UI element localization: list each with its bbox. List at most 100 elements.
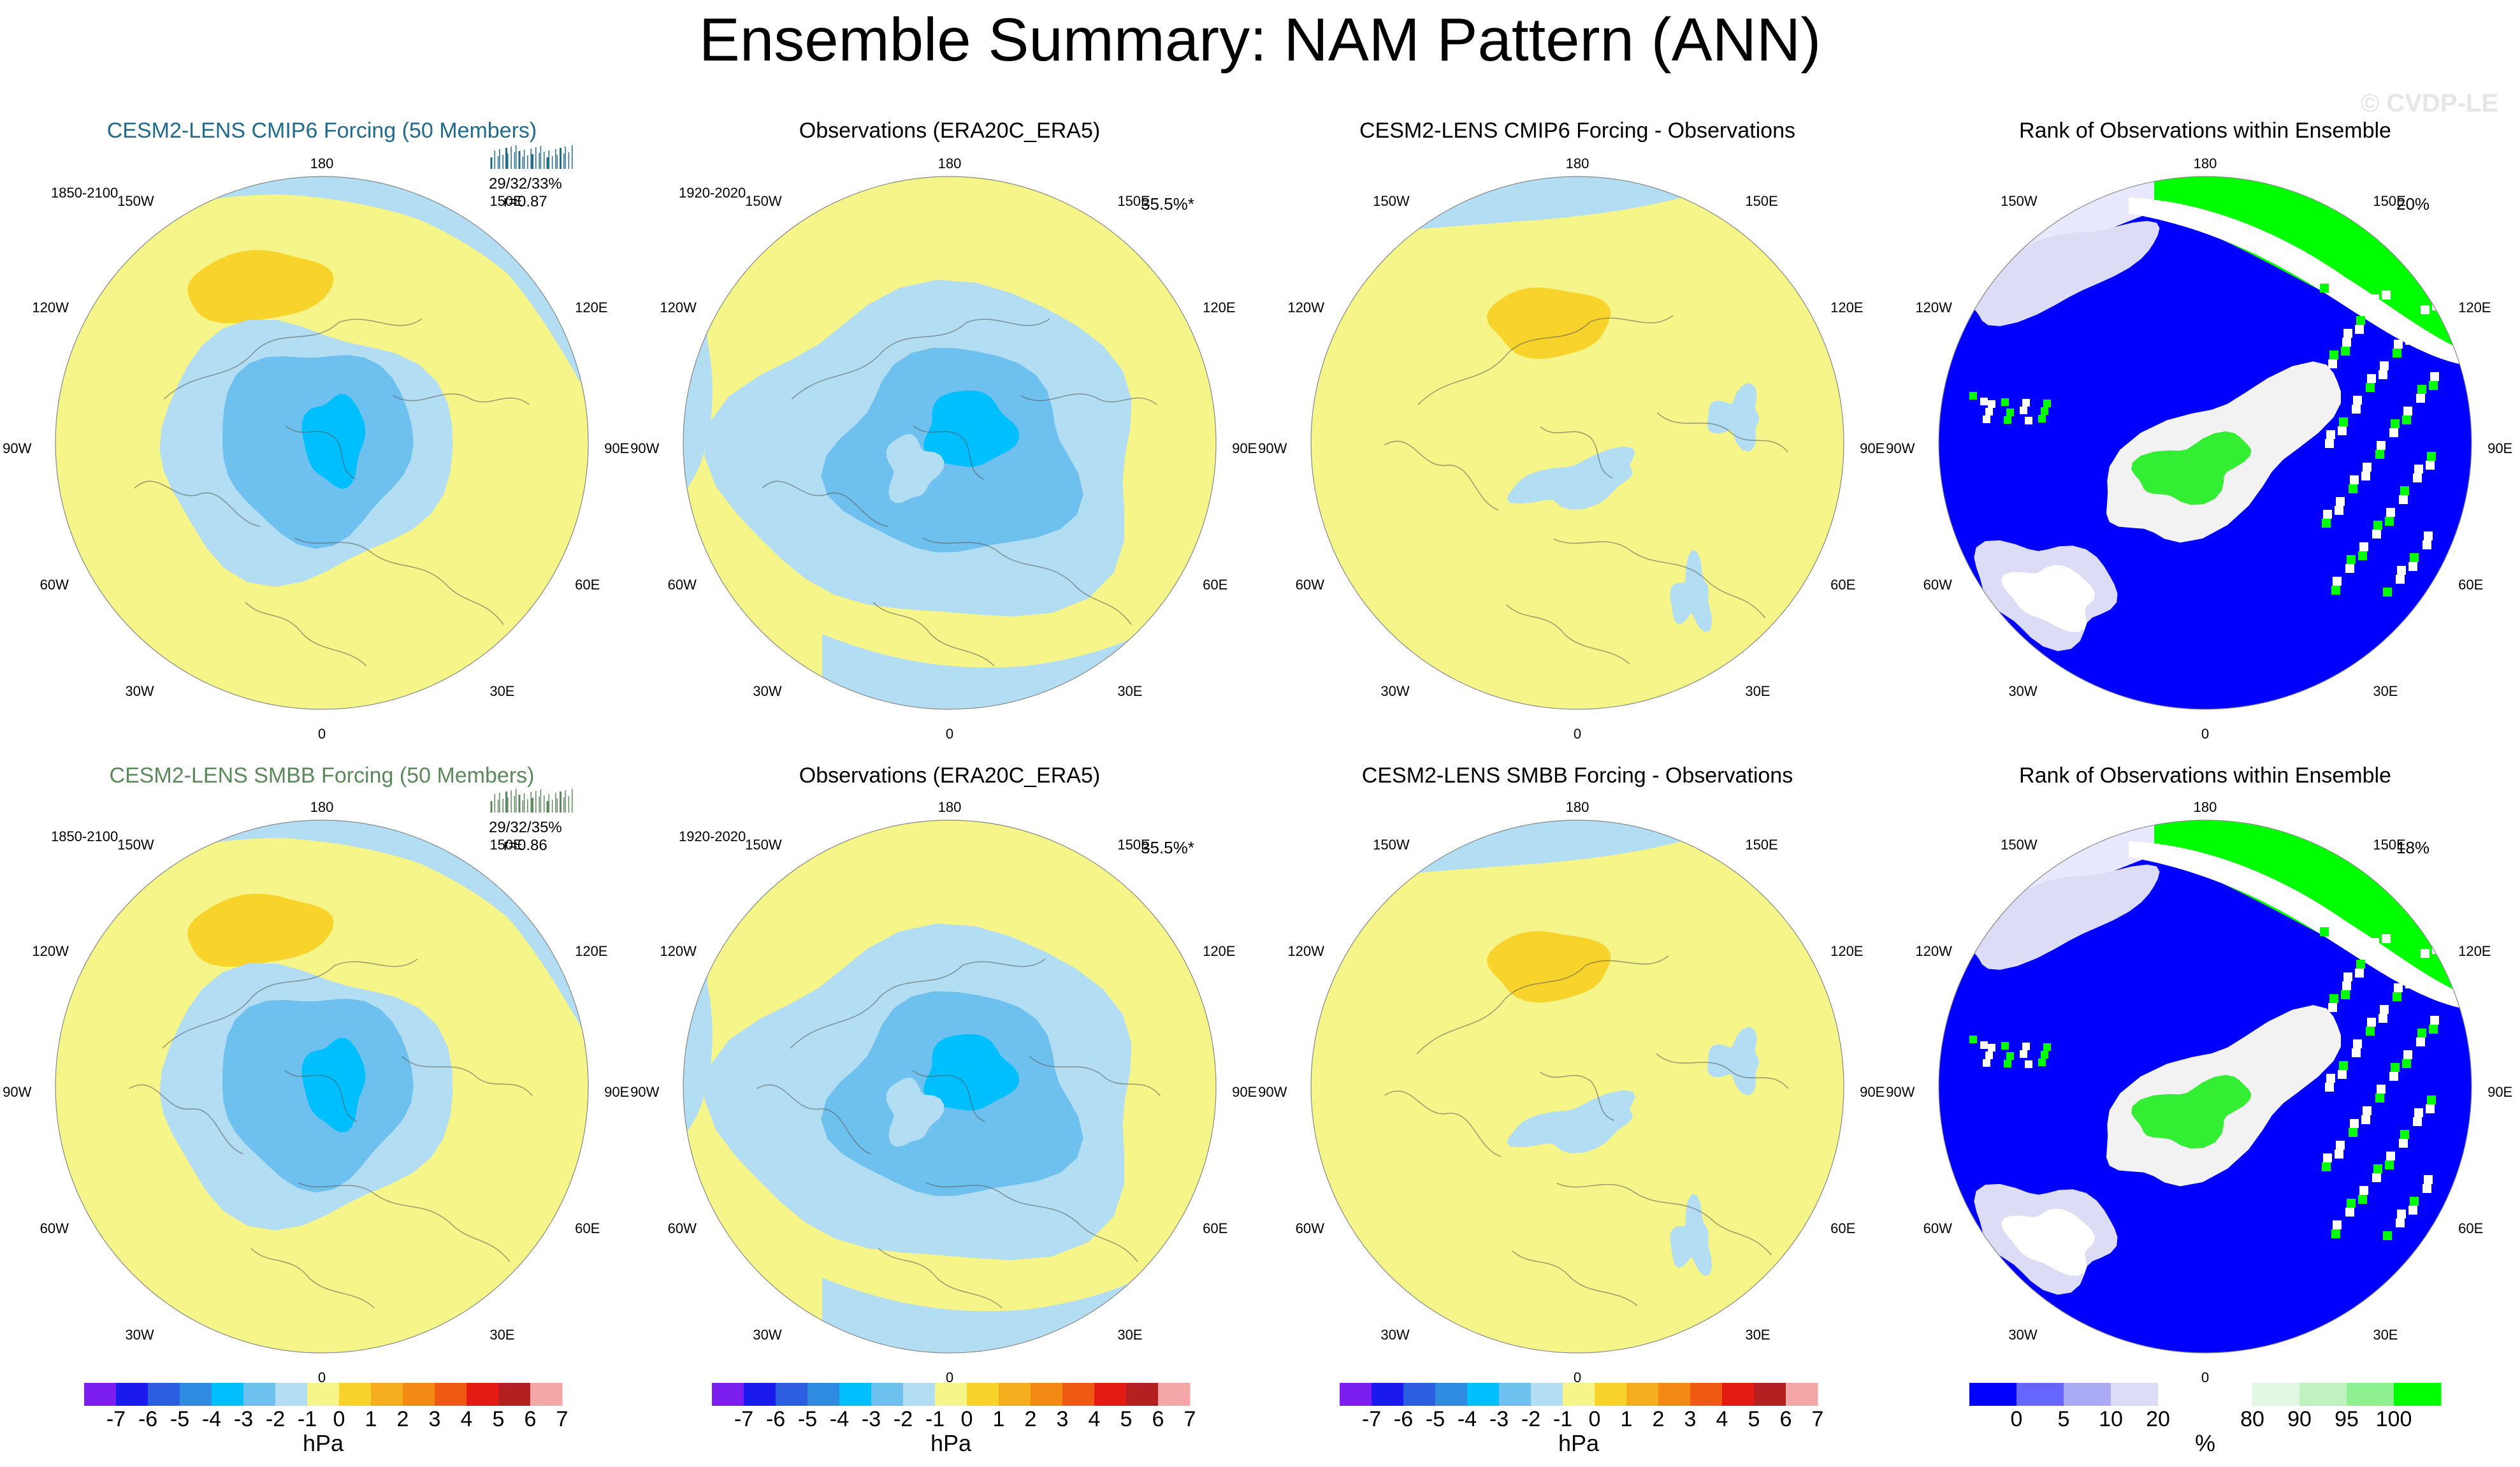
coastline [163, 318, 423, 400]
rank-map [1938, 176, 2472, 710]
colorbar-swatch [467, 1383, 499, 1406]
pattern-stats: 29/32/33% [489, 175, 562, 192]
rank-field-high [2131, 1074, 2252, 1149]
rank-cell [2341, 347, 2350, 356]
rank-cell [2421, 305, 2429, 314]
colorbar-swatch [339, 1383, 372, 1406]
compass-label: 120W [1915, 943, 1952, 959]
colorbar-tick: 10 [2099, 1407, 2123, 1431]
rank-cell [2322, 1162, 2331, 1171]
colorbar-tick: -5 [1425, 1407, 1445, 1431]
rank-cell [2335, 1150, 2343, 1159]
compass-label: 30W [753, 1326, 782, 1343]
coastline [756, 1084, 871, 1155]
rank-cell [2379, 370, 2387, 379]
rank-cell [2328, 1003, 2337, 1012]
rank-cell [2385, 517, 2394, 526]
compass-label: 60E [1203, 1220, 1228, 1236]
compass-label: 150W [2001, 192, 2038, 209]
panel-title: Rank of Observations within Ensemble [2019, 763, 2391, 788]
compass-label: 30W [2008, 1326, 2038, 1343]
colorbar-tick: -3 [1489, 1407, 1509, 1431]
coastline [294, 537, 504, 625]
rank-cell [2043, 1043, 2051, 1051]
colorbar-tick: 0 [333, 1407, 345, 1431]
compass-label: 0 [945, 725, 954, 742]
slp-field-pos2 [1486, 287, 1611, 359]
colorbar-units: hPa [302, 1430, 344, 1456]
map-border [55, 176, 589, 710]
slp-field-neg1 [1670, 550, 1713, 633]
rank-cell [2370, 294, 2379, 303]
colorbar-swatch [1403, 1383, 1436, 1406]
rank-cell [2366, 1027, 2375, 1036]
colorbar-tick: 7 [1184, 1407, 1196, 1431]
colorbar-tick: 0 [2010, 1407, 2023, 1431]
compass-label: 90E [604, 1084, 630, 1101]
compass-label: 60E [575, 1220, 600, 1236]
colorbar-tick: 2 [1652, 1407, 1665, 1431]
rank-cell [2347, 555, 2356, 564]
rank-cell [2328, 359, 2337, 368]
colorbar-swatch [2252, 1383, 2300, 1406]
colorbar-tick: 1 [365, 1407, 377, 1431]
rank-cell [2383, 588, 2392, 596]
rank-cell [2333, 577, 2342, 586]
rank-cell [2329, 994, 2338, 1003]
compass-label: 120E [1203, 943, 1236, 959]
rank-cell [2416, 1037, 2425, 1046]
compass-label: 90E [2487, 1084, 2513, 1101]
colorbar-tick: 5 [492, 1407, 505, 1431]
colorbar-swatch [1094, 1383, 1127, 1406]
rank-cell [2336, 1141, 2345, 1150]
rank-cell [2385, 1160, 2394, 1169]
coastline [1553, 538, 1766, 619]
compass-label: 60W [40, 576, 69, 593]
compass-label: 120E [1830, 299, 1864, 315]
compass-label: 120E [575, 943, 608, 959]
compass-label: 150W [745, 192, 782, 209]
panel-title: CESM2-LENS CMIP6 Forcing - Observations [1359, 119, 1795, 143]
compass-label: 60E [2458, 1220, 2484, 1236]
compass-label: 150E [1117, 192, 1150, 209]
colorbar-tick: 4 [1716, 1407, 1728, 1431]
compass-label: 120W [660, 299, 697, 315]
colorbar-swatch [1372, 1383, 1404, 1406]
rank-field-mid [1968, 220, 2160, 326]
rank-cell [2356, 316, 2365, 325]
rank-cell [2329, 350, 2338, 359]
compass-label: 90E [1860, 440, 1885, 457]
colorbar-swatch [1658, 1383, 1691, 1406]
coastline [1416, 955, 1669, 1055]
compass-label: 60W [1295, 576, 1324, 593]
rank-cell [2391, 1063, 2400, 1072]
rank-cell [1985, 1051, 1993, 1059]
colorbar-swatch [999, 1383, 1031, 1406]
colorbar-tick: -5 [797, 1407, 818, 1431]
rank-field-mid [2129, 841, 2472, 1010]
colorbar-swatch [116, 1383, 148, 1406]
slp-map [683, 176, 1217, 710]
slp-map [55, 820, 589, 1354]
rank-cell [2391, 419, 2400, 428]
colorbar-tick: 1 [1620, 1407, 1633, 1431]
rank-field-mid [1968, 864, 2160, 970]
rank-cell [2352, 405, 2361, 414]
rank-cell [2407, 327, 2415, 336]
slp-field-neg1 [1707, 382, 1760, 452]
colorbar-rank [1969, 1383, 2442, 1406]
rank-cell [2349, 1128, 2357, 1137]
colorbar-swatch [1031, 1383, 1063, 1406]
rank-cell [2393, 349, 2401, 358]
panel-title: CESM2-LENS SMBB Forcing (50 Members) [109, 763, 535, 788]
rank-cell [2417, 385, 2426, 394]
slp-field-pos2 [187, 250, 334, 324]
coastline [1657, 412, 1788, 453]
coastline [285, 425, 356, 480]
colorbar-tick: -2 [893, 1407, 913, 1431]
rank-cell [2405, 336, 2414, 345]
rank-cell [2006, 1052, 2014, 1060]
pattern-correlation: r=0.87 [503, 193, 547, 210]
colorbar-tick: 100 [2375, 1407, 2412, 1431]
colorbar-swatch [1340, 1383, 1372, 1406]
